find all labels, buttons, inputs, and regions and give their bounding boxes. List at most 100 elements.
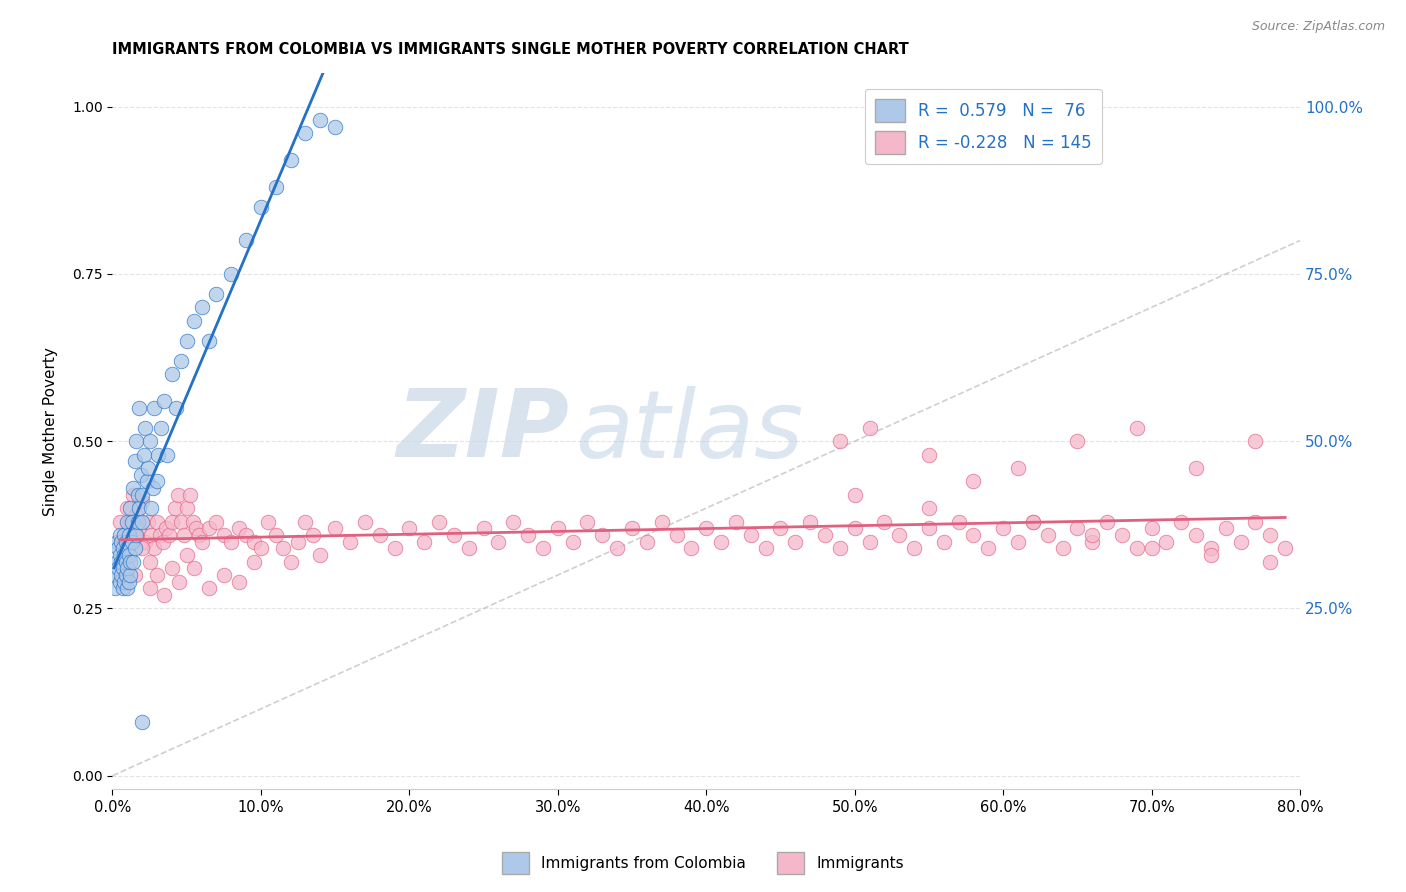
Point: [932, 534, 955, 549]
Point: [131, 541, 153, 556]
Point: [143, 401, 166, 415]
Point: [814, 528, 837, 542]
Point: [120, 555, 142, 569]
Point: [120, 501, 142, 516]
Point: [918, 521, 941, 535]
Point: [157, 528, 180, 542]
Text: Source: ZipAtlas.com: Source: ZipAtlas.com: [1251, 20, 1385, 33]
Point: [1244, 434, 1267, 449]
Point: [384, 541, 406, 556]
Point: [128, 501, 150, 516]
Point: [153, 394, 176, 409]
Point: [143, 541, 166, 556]
Point: [1081, 534, 1104, 549]
Point: [1199, 548, 1222, 562]
Point: [131, 515, 153, 529]
Point: [117, 582, 139, 596]
Point: [488, 534, 510, 549]
Point: [844, 521, 866, 535]
Point: [120, 515, 142, 529]
Point: [148, 448, 170, 462]
Point: [115, 555, 138, 569]
Legend: R =  0.579   N =  76, R = -0.228   N = 145: R = 0.579 N = 76, R = -0.228 N = 145: [865, 88, 1102, 164]
Point: [125, 508, 148, 522]
Point: [108, 548, 131, 562]
Point: [160, 561, 183, 575]
Point: [1156, 534, 1178, 549]
Point: [198, 521, 221, 535]
Point: [170, 354, 193, 368]
Point: [828, 434, 851, 449]
Point: [212, 568, 235, 582]
Point: [187, 528, 209, 542]
Point: [129, 467, 152, 482]
Point: [271, 541, 294, 556]
Point: [1036, 528, 1059, 542]
Point: [948, 515, 970, 529]
Text: atlas: atlas: [575, 385, 804, 476]
Point: [138, 582, 160, 596]
Point: [125, 434, 148, 449]
Point: [112, 548, 135, 562]
Point: [681, 541, 703, 556]
Point: [1229, 534, 1251, 549]
Point: [1022, 515, 1045, 529]
Point: [120, 568, 142, 582]
Point: [1111, 528, 1133, 542]
Point: [740, 528, 762, 542]
Point: [294, 515, 316, 529]
Point: [124, 528, 146, 542]
Point: [152, 534, 174, 549]
Point: [991, 521, 1014, 535]
Point: [651, 515, 673, 529]
Point: [124, 568, 146, 582]
Point: [156, 448, 179, 462]
Point: [190, 534, 212, 549]
Point: [242, 555, 264, 569]
Point: [1140, 541, 1163, 556]
Point: [107, 541, 129, 556]
Point: [205, 515, 228, 529]
Point: [150, 421, 173, 435]
Point: [235, 234, 257, 248]
Point: [131, 715, 153, 730]
Point: [257, 515, 280, 529]
Point: [621, 521, 644, 535]
Point: [591, 528, 613, 542]
Point: [962, 475, 984, 489]
Point: [111, 561, 134, 575]
Point: [117, 501, 139, 516]
Point: [110, 568, 132, 582]
Point: [1199, 541, 1222, 556]
Point: [169, 574, 191, 589]
Point: [219, 534, 242, 549]
Point: [903, 541, 925, 556]
Point: [1260, 555, 1282, 569]
Point: [110, 555, 132, 569]
Point: [135, 475, 157, 489]
Point: [155, 521, 177, 535]
Point: [128, 401, 150, 415]
Point: [710, 534, 733, 549]
Point: [398, 521, 420, 535]
Point: [844, 488, 866, 502]
Point: [785, 534, 807, 549]
Point: [1125, 541, 1147, 556]
Point: [1066, 521, 1088, 535]
Point: [665, 528, 688, 542]
Point: [606, 541, 628, 556]
Point: [962, 528, 984, 542]
Point: [176, 501, 198, 516]
Point: [443, 528, 465, 542]
Point: [108, 528, 131, 542]
Point: [112, 574, 135, 589]
Point: [118, 548, 141, 562]
Point: [309, 113, 332, 128]
Point: [112, 528, 135, 542]
Point: [287, 534, 309, 549]
Point: [112, 528, 135, 542]
Point: [576, 515, 599, 529]
Point: [427, 515, 450, 529]
Point: [280, 153, 302, 168]
Point: [134, 421, 156, 435]
